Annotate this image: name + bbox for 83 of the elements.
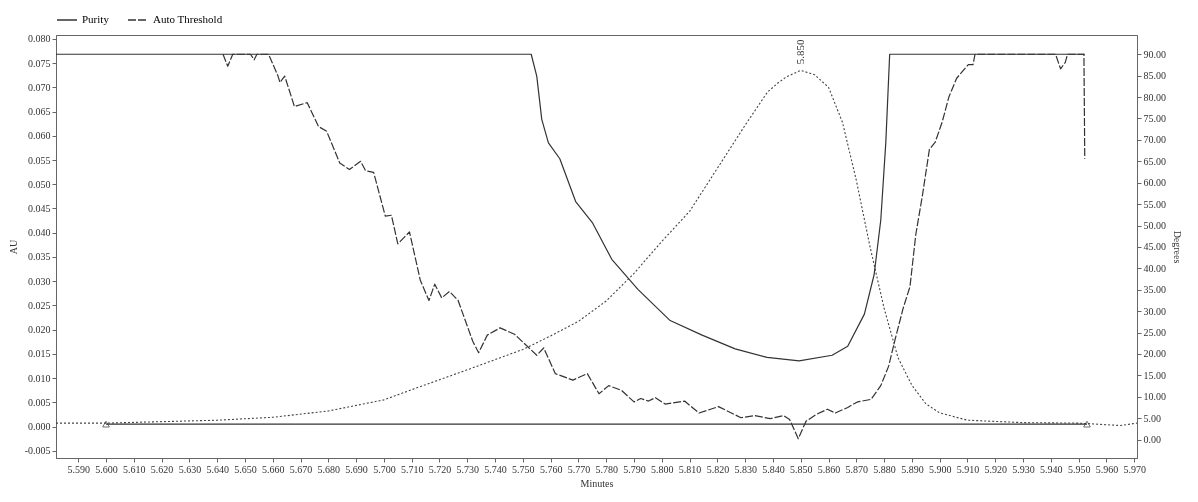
y2-tick-label: 65.00 bbox=[1143, 155, 1166, 167]
y-tick-label: 0.070 bbox=[28, 81, 51, 93]
y2-tick-label: 75.00 bbox=[1143, 112, 1166, 124]
x-tick-label: 5.760 bbox=[539, 463, 563, 475]
x-tick-label: 5.680 bbox=[317, 463, 341, 475]
x-tick-label: 5.790 bbox=[623, 463, 646, 475]
x-tick-label: 5.970 bbox=[1123, 463, 1146, 475]
y2-tick-label: 5.00 bbox=[1143, 412, 1161, 424]
y2-tick-label: 50.00 bbox=[1143, 220, 1166, 232]
x-tick-label: 5.860 bbox=[817, 463, 841, 475]
y2-tick-label: 70.00 bbox=[1143, 134, 1166, 146]
x-tick-label: 5.740 bbox=[484, 463, 507, 475]
x-axis-title: Minutes bbox=[580, 477, 614, 489]
x-tick-label: 5.770 bbox=[567, 463, 591, 475]
y-tick-label: 0.055 bbox=[28, 154, 51, 166]
y-tick-label: 0.050 bbox=[28, 178, 51, 190]
x-tick-label: 5.840 bbox=[762, 463, 785, 475]
y2-tick-label: 35.00 bbox=[1143, 284, 1166, 296]
x-tick-label: 5.720 bbox=[428, 463, 452, 475]
y2-tick-label: 0.00 bbox=[1143, 434, 1161, 446]
y-tick-label: 0.015 bbox=[28, 348, 51, 360]
y-tick-label: 0.045 bbox=[28, 202, 51, 214]
x-tick-label: 5.870 bbox=[845, 463, 869, 475]
x-tick-label: 5.730 bbox=[456, 463, 480, 475]
y-tick-label: 0.025 bbox=[28, 299, 51, 311]
x-tick-label: 5.960 bbox=[1095, 463, 1119, 475]
y-tick-label: 0.065 bbox=[28, 106, 51, 118]
y2-tick-label: 20.00 bbox=[1143, 348, 1166, 360]
x-tick-label: 5.670 bbox=[289, 463, 313, 475]
y2-tick-label: 30.00 bbox=[1143, 305, 1166, 317]
x-tick-label: 5.850 bbox=[790, 463, 813, 475]
y2-tick-label: 25.00 bbox=[1143, 327, 1166, 339]
y-tick-label: 0.060 bbox=[28, 130, 51, 142]
x-tick-label: 5.930 bbox=[1012, 463, 1035, 475]
x-tick-label: 5.700 bbox=[373, 463, 396, 475]
y2-tick-label: 85.00 bbox=[1143, 70, 1166, 82]
y-tick-label: 0.080 bbox=[28, 33, 51, 45]
y2-tick-label: 90.00 bbox=[1143, 48, 1166, 60]
x-tick-label: 5.890 bbox=[901, 463, 924, 475]
y-tick-label: 0.035 bbox=[28, 251, 51, 263]
x-tick-label: 5.810 bbox=[678, 463, 702, 475]
y-tick-label: 0.040 bbox=[28, 227, 51, 239]
legend-label: Purity bbox=[82, 13, 110, 25]
y-axis-title: AU bbox=[7, 239, 19, 255]
x-tick-label: 5.880 bbox=[873, 463, 896, 475]
x-tick-label: 5.690 bbox=[345, 463, 368, 475]
x-tick-label: 5.950 bbox=[1067, 463, 1091, 475]
x-tick-label: 5.630 bbox=[178, 463, 202, 475]
x-tick-label: 5.920 bbox=[984, 463, 1008, 475]
x-tick-label: 5.640 bbox=[206, 463, 229, 475]
x-tick-label: 5.820 bbox=[706, 463, 730, 475]
x-tick-label: 5.910 bbox=[956, 463, 980, 475]
annotation: 5.850 bbox=[793, 39, 806, 65]
x-tick-label: 5.800 bbox=[651, 463, 674, 475]
legend-label: Auto Threshold bbox=[153, 13, 223, 25]
y-tick-label: 0.020 bbox=[28, 324, 51, 336]
x-tick-label: 5.620 bbox=[150, 463, 174, 475]
y2-tick-label: 10.00 bbox=[1143, 391, 1166, 403]
x-tick-label: 5.710 bbox=[400, 463, 424, 475]
x-tick-label: 5.590 bbox=[67, 463, 90, 475]
x-tick-label: 5.940 bbox=[1040, 463, 1063, 475]
y-tick-label: 0.075 bbox=[28, 57, 51, 69]
x-tick-label: 5.650 bbox=[234, 463, 257, 475]
y-tick-label: 0.000 bbox=[28, 421, 51, 433]
y2-tick-label: 15.00 bbox=[1143, 369, 1166, 381]
x-tick-label: 5.750 bbox=[512, 463, 535, 475]
y-tick-label: 0.005 bbox=[28, 396, 51, 408]
x-tick-label: 5.830 bbox=[734, 463, 757, 475]
x-tick-label: 5.600 bbox=[95, 463, 118, 475]
x-tick-label: 5.610 bbox=[123, 463, 146, 475]
y-tick-label: 0.030 bbox=[28, 275, 51, 287]
x-tick-label: 5.660 bbox=[262, 463, 285, 475]
y2-tick-label: 45.00 bbox=[1143, 241, 1166, 253]
x-tick-label: 5.780 bbox=[595, 463, 618, 475]
y-tick-label: -0.005 bbox=[24, 445, 51, 457]
y2-tick-label: 80.00 bbox=[1143, 91, 1166, 103]
y2-axis-title: Degrees bbox=[1172, 230, 1183, 264]
x-tick-label: 5.900 bbox=[928, 463, 952, 475]
line-series bbox=[56, 69, 1137, 427]
y2-tick-label: 40.00 bbox=[1143, 262, 1166, 274]
y-tick-label: 0.010 bbox=[28, 372, 51, 384]
y2-tick-label: 55.00 bbox=[1143, 198, 1166, 210]
y2-tick-label: 60.00 bbox=[1143, 177, 1166, 189]
